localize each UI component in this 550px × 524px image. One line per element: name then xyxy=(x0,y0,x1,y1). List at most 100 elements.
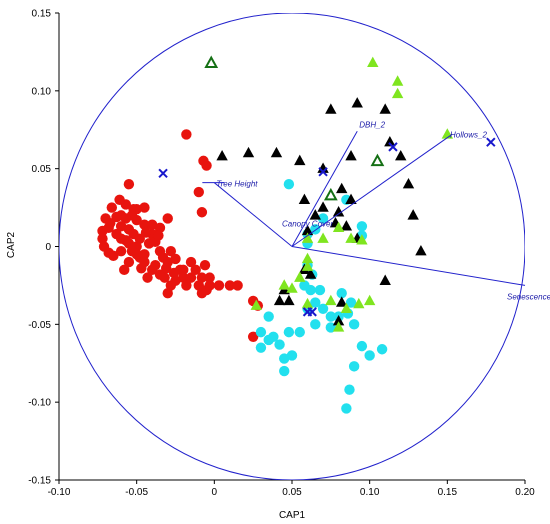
vector-line xyxy=(291,131,358,247)
data-point-circle xyxy=(170,253,181,265)
data-point-triangle xyxy=(379,103,391,114)
data-point-circle xyxy=(170,275,181,286)
data-point-triangle xyxy=(301,297,314,309)
data-point-triangle xyxy=(317,201,329,212)
data-point-circle xyxy=(283,179,295,190)
data-point-circle xyxy=(224,280,236,291)
y-tick-label: 0 xyxy=(45,242,51,253)
data-point-triangle xyxy=(325,294,337,306)
data-point-triangle xyxy=(301,232,314,243)
x-tick-label: 0.15 xyxy=(438,487,458,498)
data-point-triangle xyxy=(283,294,295,306)
y-tick-label: -0.15 xyxy=(28,476,51,487)
data-point-circle xyxy=(193,280,204,291)
vectors-group: Tree Height Canopy Cover DBH_2 Hollows_2 Sen… xyxy=(202,120,550,301)
cross-stroke-b xyxy=(158,168,168,179)
data-point-cross xyxy=(318,167,328,177)
data-point-triangle xyxy=(402,178,415,189)
data-point-open-triangle xyxy=(323,187,338,201)
data-point-circle xyxy=(317,303,329,314)
y-tick-label: -0.05 xyxy=(28,320,51,331)
data-point-triangle xyxy=(216,150,228,161)
data-point-triangle xyxy=(332,221,345,233)
data-point-triangle xyxy=(407,209,419,220)
data-point-triangle xyxy=(395,150,407,161)
data-point-circle xyxy=(119,264,130,276)
data-point-circle xyxy=(294,326,305,338)
x-tick-label: 0.05 xyxy=(282,487,302,498)
data-point-triangle xyxy=(286,282,298,293)
data-point-triangle xyxy=(332,206,345,217)
vector-label: Tree Height xyxy=(216,180,258,189)
vector-line xyxy=(214,182,293,247)
data-point-circle xyxy=(139,219,150,230)
points-group xyxy=(97,55,496,414)
x-tick-label: 0 xyxy=(212,487,218,498)
y-tick-label: 0.15 xyxy=(32,9,52,20)
data-point-triangle xyxy=(301,224,314,236)
data-point-circle xyxy=(165,245,177,257)
data-point-circle xyxy=(142,272,153,283)
data-point-circle xyxy=(314,284,326,296)
data-point-circle xyxy=(162,213,173,224)
data-point-triangle xyxy=(384,136,396,147)
data-point-triangle xyxy=(250,299,262,310)
data-point-triangle xyxy=(301,260,314,271)
data-point-triangle xyxy=(345,150,357,161)
data-point-circle xyxy=(111,228,122,240)
data-point-circle xyxy=(344,384,355,395)
data-point-circle xyxy=(160,263,172,274)
data-point-circle xyxy=(123,179,135,190)
data-point-circle xyxy=(263,311,274,322)
data-point-triangle xyxy=(270,146,283,158)
data-point-circle xyxy=(305,284,316,296)
data-point-triangle xyxy=(336,182,348,194)
data-point-circle xyxy=(348,361,360,372)
data-point-circle xyxy=(341,403,352,414)
y-tick-label: 0.05 xyxy=(32,164,52,175)
data-point-circle xyxy=(310,319,321,330)
data-point-triangle xyxy=(367,56,379,68)
data-point-circle xyxy=(204,272,215,283)
data-point-circle xyxy=(279,353,290,364)
cross-stroke-b xyxy=(486,137,496,147)
data-point-circle xyxy=(136,263,147,274)
cross-stroke-b xyxy=(302,307,313,317)
data-point-triangle xyxy=(379,274,391,285)
vector-label: Canopy Cover xyxy=(282,220,333,229)
data-point-circle xyxy=(336,288,347,299)
data-point-circle xyxy=(190,264,201,276)
data-point-circle xyxy=(247,331,259,342)
data-point-cross xyxy=(486,137,496,147)
y-tick-label: -0.10 xyxy=(28,398,51,409)
data-point-circle xyxy=(126,245,138,257)
data-point-triangle xyxy=(391,87,404,99)
data-point-circle xyxy=(115,245,127,257)
x-tick-label: 0.10 xyxy=(360,487,380,498)
data-point-circle xyxy=(204,280,215,291)
vector-line xyxy=(291,134,453,247)
data-point-triangle xyxy=(332,315,345,326)
data-point-triangle xyxy=(356,234,368,245)
data-point-triangle xyxy=(298,193,311,204)
data-point-circle xyxy=(201,160,212,171)
data-point-triangle xyxy=(317,232,329,243)
data-point-circle xyxy=(162,288,173,299)
data-point-triangle xyxy=(351,97,363,108)
vector-label: Senescence_2 xyxy=(507,292,550,301)
data-point-circle xyxy=(181,129,192,140)
data-point-triangle xyxy=(309,209,321,220)
data-point-triangle xyxy=(294,271,306,282)
x-tick-label: -0.05 xyxy=(125,487,148,498)
data-point-circle xyxy=(376,344,388,355)
data-point-circle xyxy=(105,217,116,229)
data-point-circle xyxy=(114,194,125,205)
data-point-circle xyxy=(193,186,204,198)
data-point-circle xyxy=(106,202,118,213)
data-point-circle xyxy=(325,311,337,322)
data-point-circle xyxy=(274,339,285,350)
x-tick-label: -0.10 xyxy=(48,487,71,498)
